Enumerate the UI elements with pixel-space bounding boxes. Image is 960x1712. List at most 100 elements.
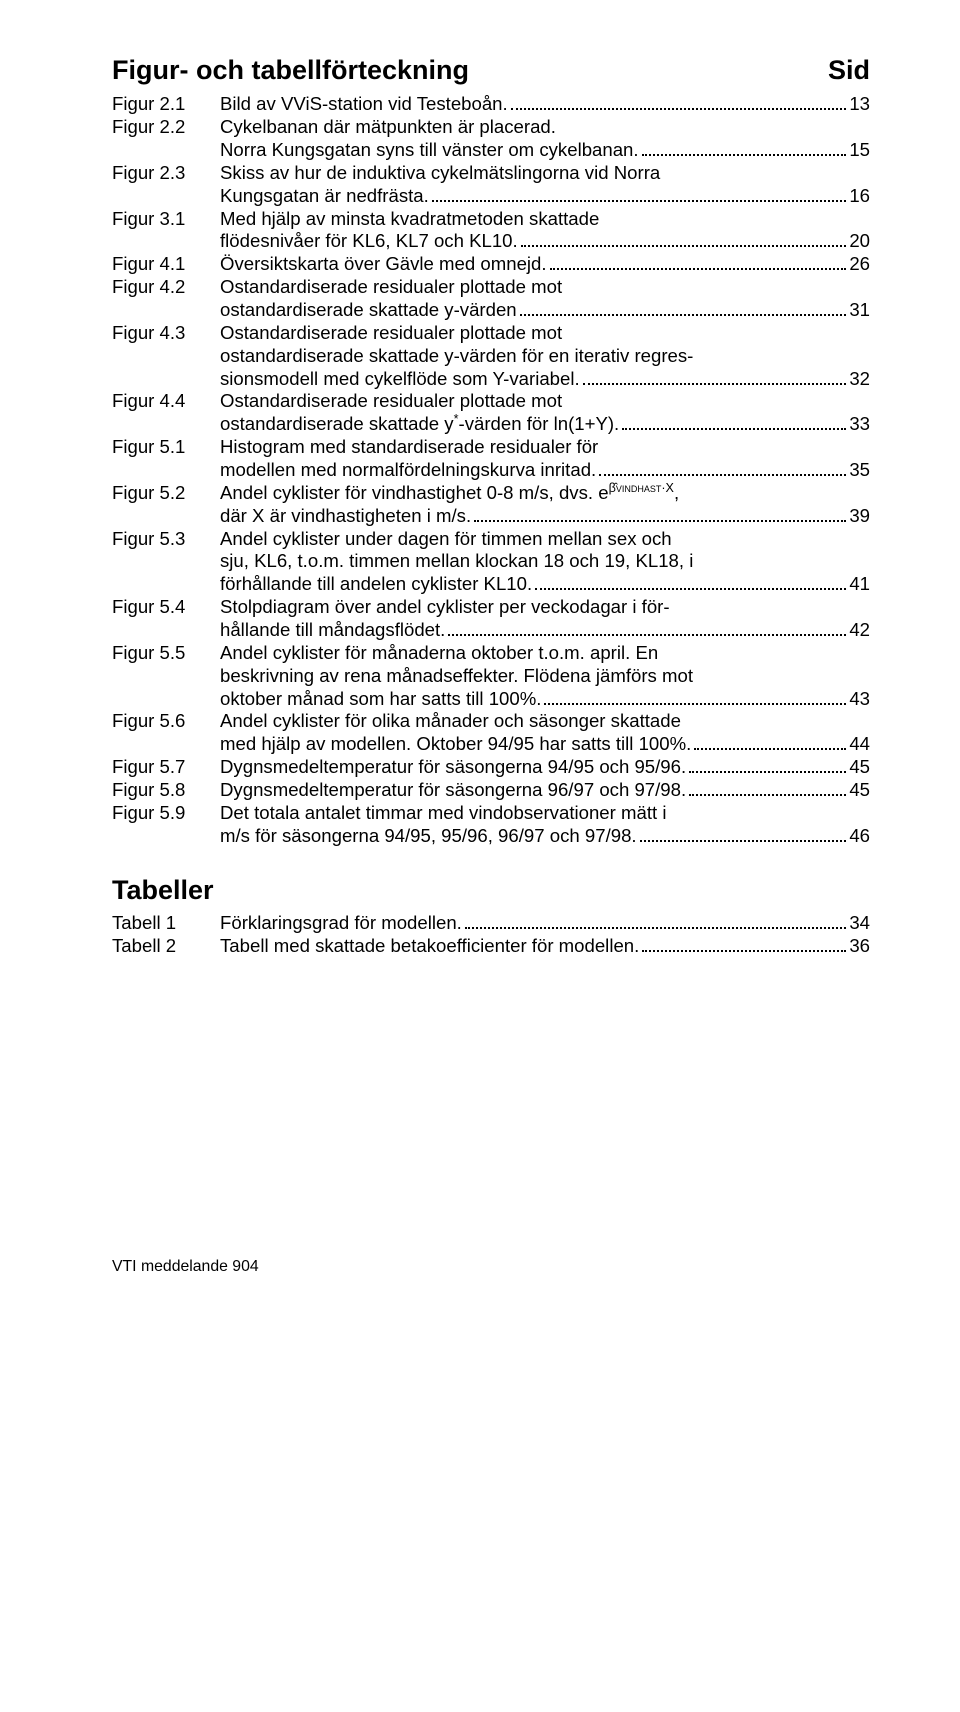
- figure-text: förhållande till andelen cyklister KL10.: [220, 573, 532, 596]
- figure-line: oktober månad som har satts till 100%. 4…: [220, 688, 870, 711]
- figure-page: 35: [849, 459, 870, 482]
- figure-text: Ostandardiserade residualer plottade mot: [220, 322, 562, 345]
- figure-page: 41: [849, 573, 870, 596]
- figure-text: sju, KL6, t.o.m. timmen mellan klockan 1…: [220, 550, 693, 573]
- figure-entry: Figur 5.7Dygnsmedeltemperatur för säsong…: [112, 756, 870, 779]
- leader-dots: [642, 144, 847, 156]
- figure-line: ostandardiserade skattade y-värden för e…: [220, 345, 870, 368]
- figure-text: ostandardiserade skattade y-värden: [220, 299, 517, 322]
- figure-label: Figur 4.3: [112, 322, 220, 345]
- figure-text: m/s för säsongerna 94/95, 95/96, 96/97 o…: [220, 825, 637, 848]
- leader-dots: [689, 761, 846, 773]
- figure-body: Andel cyklister för vindhastighet 0-8 m/…: [220, 482, 870, 528]
- figure-line: Dygnsmedeltemperatur för säsongerna 96/9…: [220, 779, 870, 802]
- figure-line: Dygnsmedeltemperatur för säsongerna 94/9…: [220, 756, 870, 779]
- figure-line: flödesnivåer för KL6, KL7 och KL10. 20: [220, 230, 870, 253]
- figure-line: ostandardiserade skattade y-värden 31: [220, 299, 870, 322]
- figure-page: 42: [849, 619, 870, 642]
- figure-text: oktober månad som har satts till 100%.: [220, 688, 541, 711]
- figure-page: 20: [849, 230, 870, 253]
- figure-text: Skiss av hur de induktiva cykelmätslingo…: [220, 162, 660, 185]
- figure-page: 39: [849, 505, 870, 528]
- figure-text: där X är vindhastigheten i m/s.: [220, 505, 471, 528]
- table-line: Förklaringsgrad för modellen. 34: [220, 912, 870, 935]
- figure-text: Ostandardiserade residualer plottade mot: [220, 276, 562, 299]
- figure-entry: Figur 3.1Med hjälp av minsta kvadratmeto…: [112, 208, 870, 254]
- leader-dots: [465, 917, 846, 929]
- figure-page: 26: [849, 253, 870, 276]
- figure-entry: Figur 5.2Andel cyklister för vindhastigh…: [112, 482, 870, 528]
- figure-text: flödesnivåer för KL6, KL7 och KL10.: [220, 230, 518, 253]
- figure-line: Med hjälp av minsta kvadratmetoden skatt…: [220, 208, 870, 231]
- figure-page: 32: [849, 368, 870, 391]
- figure-text: Det totala antalet timmar med vindobserv…: [220, 802, 666, 825]
- figure-label: Figur 4.1: [112, 253, 220, 276]
- leader-dots: [432, 189, 847, 201]
- figure-label: Figur 5.4: [112, 596, 220, 619]
- figure-page: 31: [849, 299, 870, 322]
- figure-line: beskrivning av rena månadseffekter. Flöd…: [220, 665, 870, 688]
- figure-line: Andel cyklister för vindhastighet 0-8 m/…: [220, 482, 870, 505]
- leader-dots: [599, 464, 846, 476]
- leader-dots: [520, 304, 847, 316]
- figure-line: modellen med normalfördelningskurva inri…: [220, 459, 870, 482]
- figure-line: Ostandardiserade residualer plottade mot: [220, 322, 870, 345]
- figure-text: ostandardiserade skattade y-värden för e…: [220, 345, 693, 368]
- figure-label: Figur 3.1: [112, 208, 220, 231]
- table-text: Förklaringsgrad för modellen.: [220, 912, 462, 935]
- figure-line: hållande till måndagsflödet. 42: [220, 619, 870, 642]
- figure-page: 44: [849, 733, 870, 756]
- figure-label: Figur 2.3: [112, 162, 220, 185]
- table-body: Förklaringsgrad för modellen. 34: [220, 912, 870, 935]
- figure-line: Kungsgatan är nedfrästa. 16: [220, 185, 870, 208]
- figure-body: Dygnsmedeltemperatur för säsongerna 96/9…: [220, 779, 870, 802]
- leader-dots: [640, 829, 847, 841]
- figure-text: Andel cyklister för vindhastighet 0-8 m/…: [220, 482, 679, 505]
- figure-page: 16: [849, 185, 870, 208]
- leader-dots: [642, 939, 846, 951]
- figure-text: modellen med normalfördelningskurva inri…: [220, 459, 596, 482]
- figure-body: Översiktskarta över Gävle med omnejd. 26: [220, 253, 870, 276]
- tables-heading: Tabeller: [112, 874, 870, 907]
- figure-label: Figur 5.8: [112, 779, 220, 802]
- figure-text: Bild av VViS-station vid Testeboån.: [220, 93, 508, 116]
- figure-body: Ostandardiserade residualer plottade mot…: [220, 276, 870, 322]
- figure-body: Stolpdiagram över andel cyklister per ve…: [220, 596, 870, 642]
- figure-label: Figur 5.5: [112, 642, 220, 665]
- figure-label: Figur 5.2: [112, 482, 220, 505]
- figure-body: Andel cyklister för olika månader och sä…: [220, 710, 870, 756]
- figure-label: Figur 5.9: [112, 802, 220, 825]
- figure-body: Histogram med standardiserade residualer…: [220, 436, 870, 482]
- figure-line: Cykelbanan där mätpunkten är placerad.: [220, 116, 870, 139]
- figure-text: Med hjälp av minsta kvadratmetoden skatt…: [220, 208, 599, 231]
- figures-list: Figur 2.1Bild av VViS-station vid Testeb…: [112, 93, 870, 847]
- table-label: Tabell 1: [112, 912, 220, 935]
- figure-entry: Figur 5.8Dygnsmedeltemperatur för säsong…: [112, 779, 870, 802]
- figure-line: Ostandardiserade residualer plottade mot: [220, 390, 870, 413]
- figure-text: Andel cyklister under dagen för timmen m…: [220, 528, 672, 551]
- figure-text: Norra Kungsgatan syns till vänster om cy…: [220, 139, 639, 162]
- figure-body: Ostandardiserade residualer plottade mot…: [220, 322, 870, 391]
- figure-line: förhållande till andelen cyklister KL10.…: [220, 573, 870, 596]
- figure-page: 46: [849, 825, 870, 848]
- figure-line: Skiss av hur de induktiva cykelmätslingo…: [220, 162, 870, 185]
- figure-text: Andel cyklister för olika månader och sä…: [220, 710, 681, 733]
- figure-text: Översiktskarta över Gävle med omnejd.: [220, 253, 547, 276]
- figure-text: sionsmodell med cykelflöde som Y-variabe…: [220, 368, 580, 391]
- figure-line: Det totala antalet timmar med vindobserv…: [220, 802, 870, 825]
- figure-line: Andel cyklister för olika månader och sä…: [220, 710, 870, 733]
- leader-dots: [448, 624, 846, 636]
- figure-page: 45: [849, 779, 870, 802]
- figure-entry: Figur 4.1Översiktskarta över Gävle med o…: [112, 253, 870, 276]
- leader-dots: [535, 578, 846, 590]
- table-page: 34: [849, 912, 870, 935]
- figure-label: Figur 2.1: [112, 93, 220, 116]
- figure-text: Cykelbanan där mätpunkten är placerad.: [220, 116, 556, 139]
- figure-text: ostandardiserade skattade y*-värden för …: [220, 413, 619, 436]
- figure-entry: Figur 5.9Det totala antalet timmar med v…: [112, 802, 870, 848]
- figure-text: Kungsgatan är nedfrästa.: [220, 185, 429, 208]
- leader-dots: [521, 235, 847, 247]
- leader-dots: [544, 692, 846, 704]
- figure-page: 15: [849, 139, 870, 162]
- figure-entry: Figur 2.2Cykelbanan där mätpunkten är pl…: [112, 116, 870, 162]
